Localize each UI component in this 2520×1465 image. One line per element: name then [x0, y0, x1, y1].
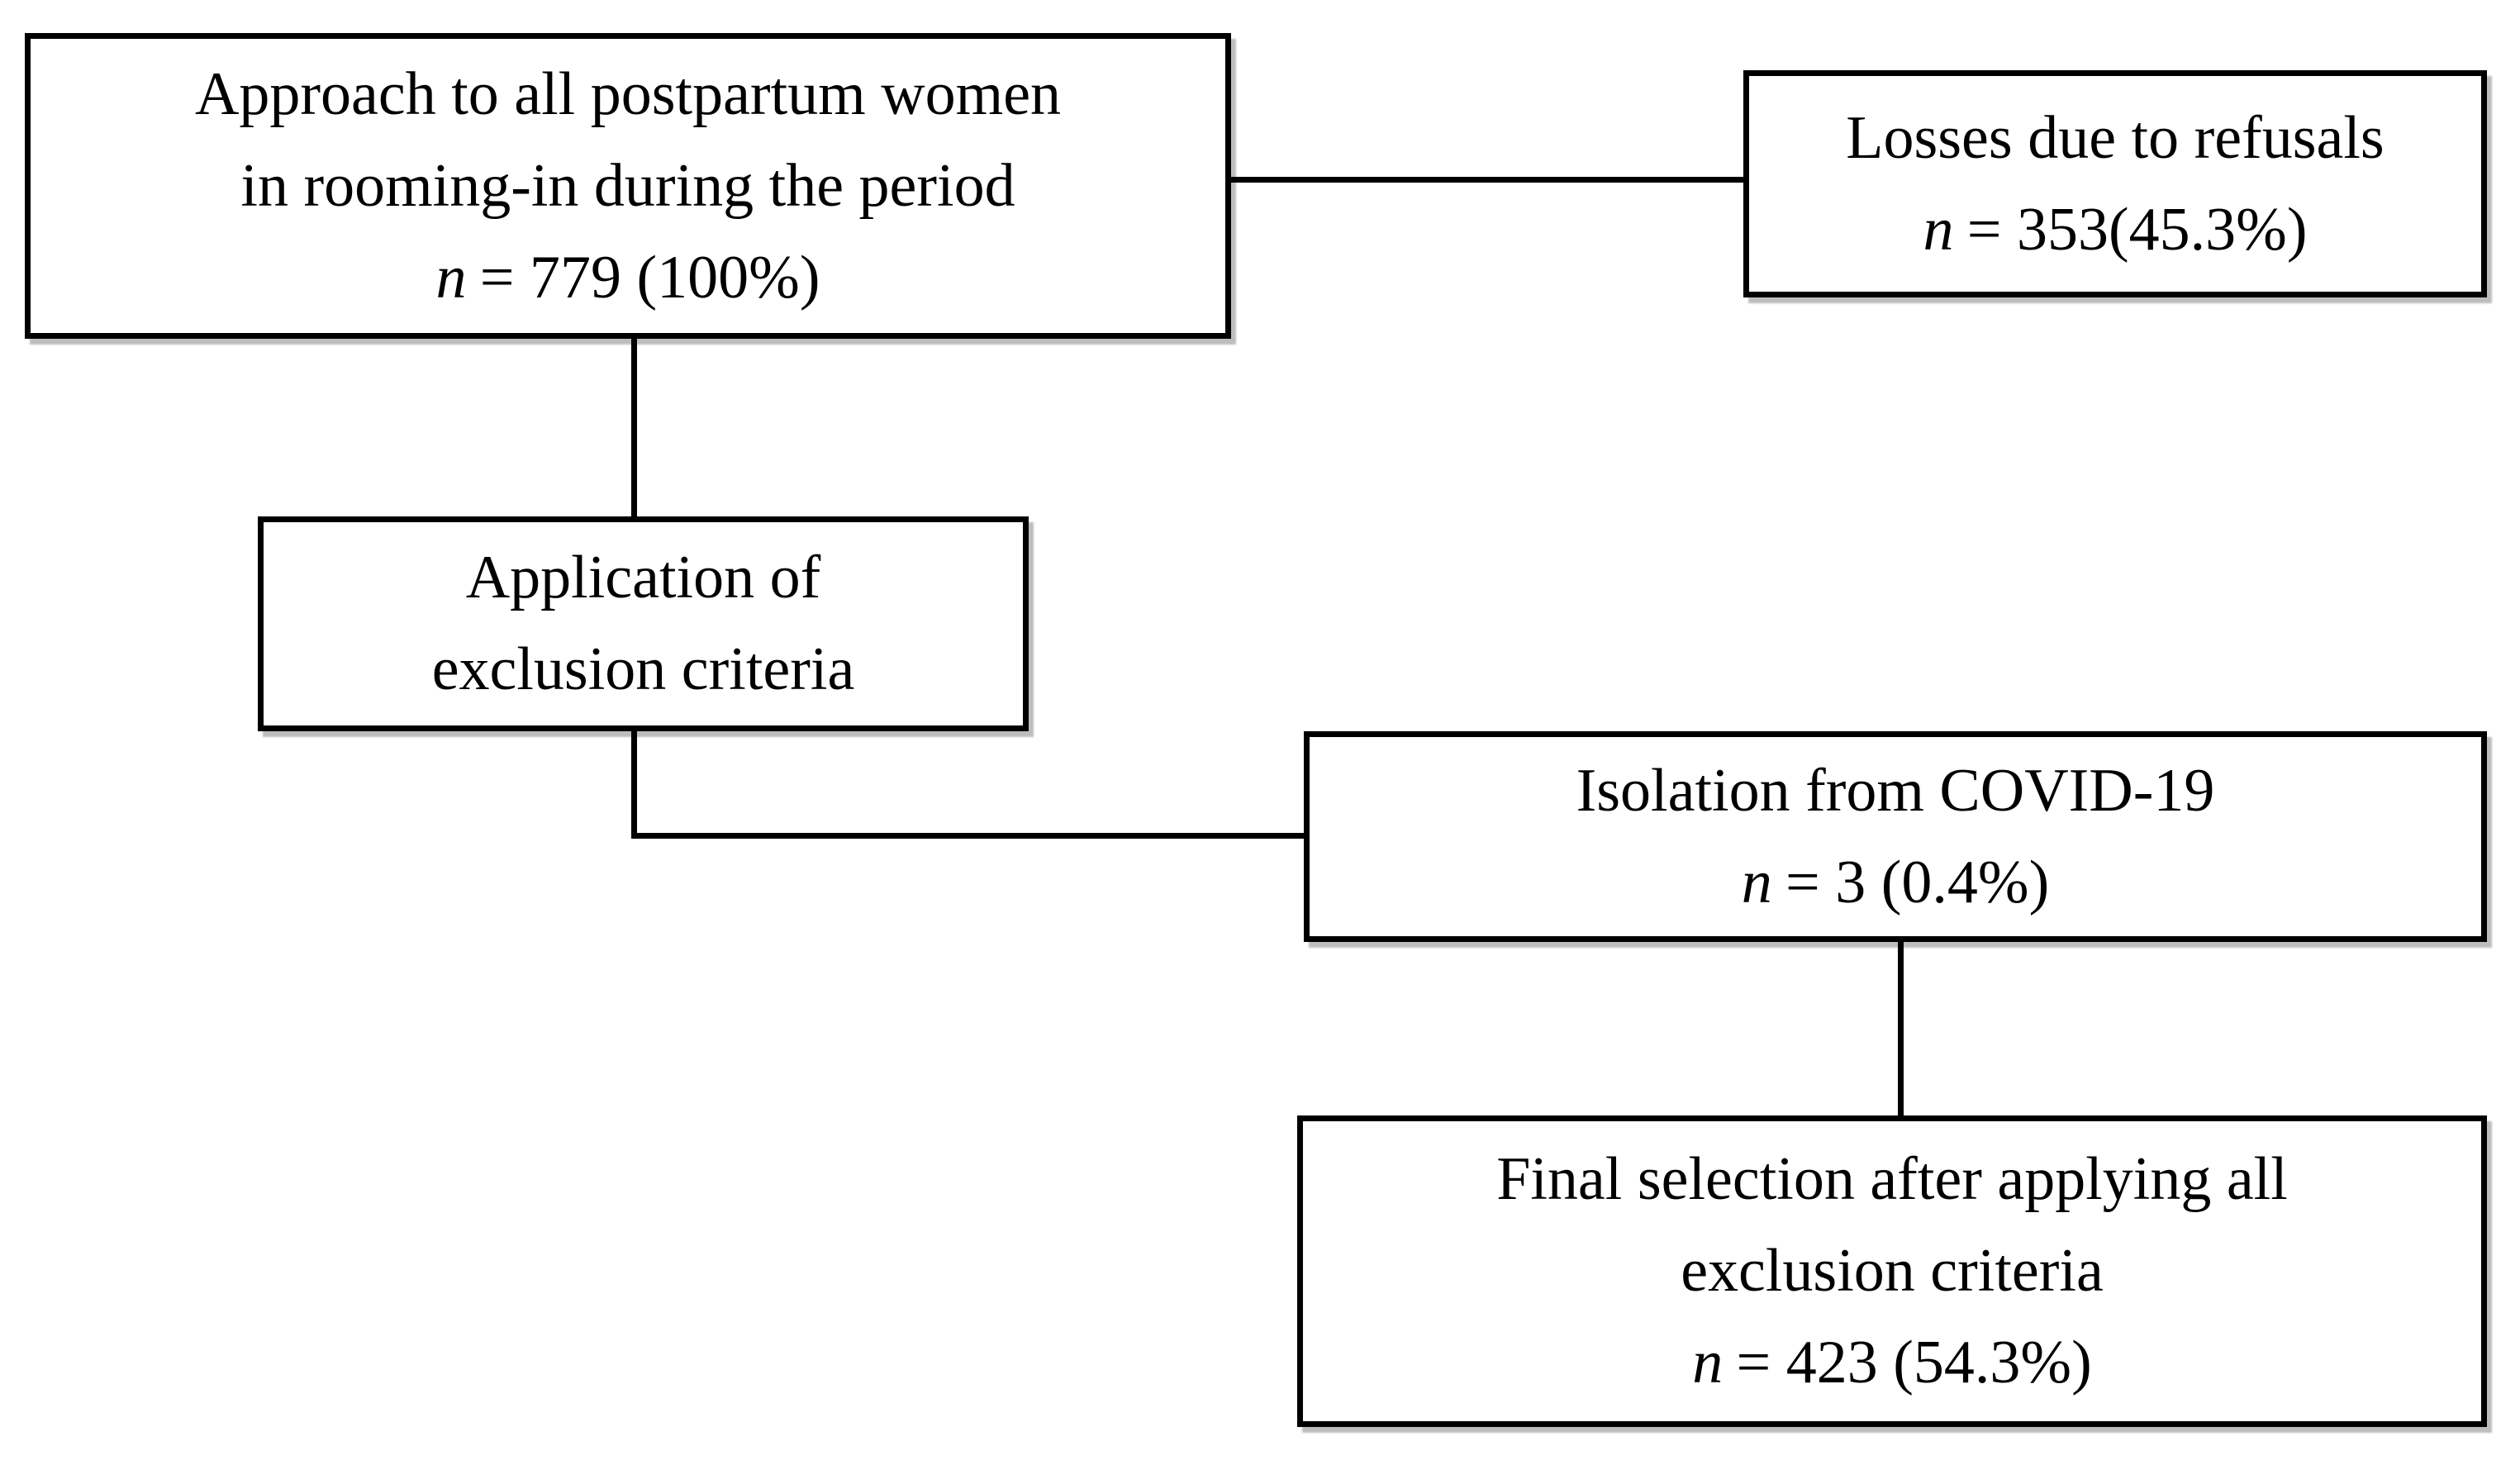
n-symbol: n: [435, 243, 467, 312]
n-value: = 779 (100%): [479, 243, 820, 312]
n-symbol: n: [1923, 195, 1954, 264]
node-text-line: in rooming-in during the period: [240, 151, 1015, 220]
connector-approach-to-exclusion: [631, 335, 637, 519]
node-sample-size: n = 3 (0.4%): [1742, 837, 2049, 929]
node-isolation-covid19: Isolation from COVID-19 n = 3 (0.4%): [1304, 731, 2487, 942]
connector-exclusion-to-isolation-vertical: [631, 729, 637, 839]
node-application-exclusion-criteria: Application of exclusion criteria: [258, 516, 1029, 731]
node-losses-refusals: Losses due to refusals n = 353(45.3%): [1743, 70, 2487, 297]
node-text-line: Losses due to refusals: [1846, 103, 2384, 172]
node-text-line: exclusion criteria: [431, 635, 855, 703]
node-sample-size: n = 353(45.3%): [1923, 184, 2308, 276]
node-sample-size: n = 423 (54.3%): [1692, 1317, 2091, 1409]
node-text-line: Final selection after applying all: [1496, 1145, 2288, 1213]
node-final-selection: Final selection after applying all exclu…: [1297, 1115, 2487, 1427]
n-value: = 353(45.3%): [1966, 195, 2308, 264]
connector-isolation-to-final: [1898, 939, 1904, 1118]
connector-exclusion-to-isolation-horizontal: [631, 833, 1307, 839]
n-value: = 423 (54.3%): [1736, 1329, 2092, 1396]
node-text-line: Application of: [465, 544, 821, 611]
node-approach-postpartum-women: Approach to all postpartum women in room…: [25, 33, 1231, 339]
node-sample-size: n = 779 (100%): [436, 232, 820, 324]
node-text-line: Approach to all postpartum women: [194, 59, 1062, 128]
node-text-line: Isolation from COVID-19: [1576, 756, 2215, 825]
connector-approach-to-losses: [1229, 177, 1745, 183]
n-symbol: n: [1692, 1329, 1724, 1396]
n-value: = 3 (0.4%): [1785, 848, 2050, 916]
n-symbol: n: [1741, 848, 1772, 916]
node-text-line: exclusion criteria: [1681, 1237, 2104, 1305]
